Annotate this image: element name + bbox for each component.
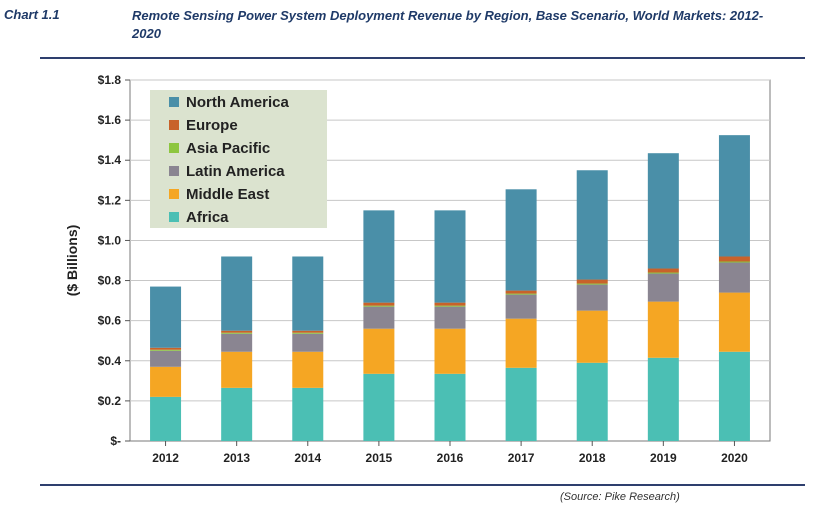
legend-swatch-middle-east bbox=[169, 189, 179, 199]
bar-north-america-2020 bbox=[718, 135, 750, 257]
bar-europe-2020 bbox=[718, 256, 750, 262]
bar-europe-2016 bbox=[434, 302, 466, 306]
y-tick-label: $1.8 bbox=[98, 73, 122, 87]
x-tick-label: 2015 bbox=[366, 451, 393, 465]
bar-europe-2019 bbox=[647, 268, 679, 273]
legend-label-asia-pacific: Asia Pacific bbox=[186, 140, 270, 157]
y-tick-label: $1.2 bbox=[98, 193, 122, 207]
bar-africa-2019 bbox=[647, 357, 679, 441]
y-tick-label: $0.8 bbox=[98, 274, 122, 288]
bar-middle-east-2015 bbox=[363, 328, 395, 374]
legend-label-middle-east: Middle East bbox=[186, 186, 269, 203]
bar-north-america-2017 bbox=[505, 189, 537, 291]
bar-africa-2016 bbox=[434, 373, 466, 441]
bar-north-america-2016 bbox=[434, 210, 466, 303]
y-tick-label: $- bbox=[110, 434, 121, 448]
legend-label-europe: Europe bbox=[186, 117, 238, 134]
x-tick-label: 2013 bbox=[223, 451, 250, 465]
legend-swatch-asia-pacific bbox=[169, 143, 179, 153]
legend-swatch-north-america bbox=[169, 97, 179, 107]
bar-north-america-2014 bbox=[292, 256, 324, 331]
bar-europe-2018 bbox=[576, 279, 608, 284]
bar-middle-east-2017 bbox=[505, 318, 537, 368]
bar-middle-east-2016 bbox=[434, 328, 466, 374]
bar-latin-america-2020 bbox=[718, 262, 750, 293]
bar-latin-america-2016 bbox=[434, 306, 466, 329]
bar-europe-2017 bbox=[505, 290, 537, 294]
legend-swatch-latin-america bbox=[169, 166, 179, 176]
x-tick-label: 2012 bbox=[152, 451, 179, 465]
chart-header: Chart 1.1 Remote Sensing Power System De… bbox=[0, 0, 825, 58]
y-tick-label: $0.4 bbox=[98, 354, 122, 368]
bar-europe-2013 bbox=[221, 330, 253, 333]
bar-asia-pacific-2016 bbox=[434, 305, 466, 307]
bar-asia-pacific-2012 bbox=[150, 349, 182, 351]
bar-north-america-2013 bbox=[221, 256, 253, 331]
bar-north-america-2019 bbox=[647, 153, 679, 269]
bar-africa-2018 bbox=[576, 362, 608, 441]
bar-asia-pacific-2017 bbox=[505, 293, 537, 295]
y-tick-label: $1.6 bbox=[98, 113, 122, 127]
bar-middle-east-2018 bbox=[576, 310, 608, 363]
bar-latin-america-2018 bbox=[576, 284, 608, 311]
x-tick-label: 2018 bbox=[579, 451, 606, 465]
chart-number: Chart 1.1 bbox=[4, 7, 60, 22]
source-note: (Source: Pike Research) bbox=[560, 491, 680, 503]
bar-latin-america-2012 bbox=[150, 350, 182, 367]
bar-africa-2017 bbox=[505, 367, 537, 441]
y-tick-label: $0.2 bbox=[98, 394, 122, 408]
bar-middle-east-2020 bbox=[718, 292, 750, 352]
legend-label-africa: Africa bbox=[186, 209, 229, 226]
legend-swatch-europe bbox=[169, 120, 179, 130]
legend-box bbox=[150, 90, 327, 228]
chart-title: Remote Sensing Power System Deployment R… bbox=[132, 8, 764, 41]
bar-europe-2014 bbox=[292, 330, 324, 333]
bar-africa-2012 bbox=[150, 396, 182, 441]
bar-europe-2015 bbox=[363, 302, 395, 306]
bar-asia-pacific-2019 bbox=[647, 272, 679, 274]
x-tick-label: 2019 bbox=[650, 451, 677, 465]
y-tick-label: $1.4 bbox=[98, 153, 122, 167]
legend-label-latin-america: Latin America bbox=[186, 163, 285, 180]
bar-europe-2012 bbox=[150, 347, 182, 350]
bar-asia-pacific-2014 bbox=[292, 332, 324, 334]
y-axis-title: ($ Billions) bbox=[64, 225, 80, 297]
bar-asia-pacific-2013 bbox=[221, 332, 253, 334]
bar-latin-america-2014 bbox=[292, 333, 324, 352]
bottom-rule bbox=[40, 484, 805, 486]
bar-latin-america-2015 bbox=[363, 306, 395, 329]
x-tick-label: 2016 bbox=[437, 451, 464, 465]
bar-north-america-2012 bbox=[150, 286, 182, 348]
bar-africa-2014 bbox=[292, 387, 324, 441]
x-tick-label: 2020 bbox=[721, 451, 748, 465]
bar-middle-east-2012 bbox=[150, 366, 182, 397]
bar-middle-east-2014 bbox=[292, 351, 324, 388]
bar-africa-2015 bbox=[363, 373, 395, 441]
bar-asia-pacific-2020 bbox=[718, 261, 750, 263]
bar-africa-2020 bbox=[718, 351, 750, 441]
top-rule bbox=[40, 57, 805, 59]
bar-middle-east-2019 bbox=[647, 301, 679, 358]
bar-latin-america-2013 bbox=[221, 333, 253, 352]
bar-north-america-2018 bbox=[576, 170, 608, 280]
bar-latin-america-2017 bbox=[505, 294, 537, 319]
bar-asia-pacific-2018 bbox=[576, 283, 608, 285]
x-tick-label: 2017 bbox=[508, 451, 535, 465]
bar-africa-2013 bbox=[221, 387, 253, 441]
legend-swatch-africa bbox=[169, 212, 179, 222]
y-tick-label: $0.6 bbox=[98, 314, 122, 328]
bar-north-america-2015 bbox=[363, 210, 395, 303]
bar-middle-east-2013 bbox=[221, 351, 253, 388]
bar-latin-america-2019 bbox=[647, 273, 679, 302]
bar-asia-pacific-2015 bbox=[363, 305, 395, 307]
legend-label-north-america: North America bbox=[186, 94, 289, 111]
y-tick-label: $1.0 bbox=[98, 233, 122, 247]
x-tick-label: 2014 bbox=[294, 451, 321, 465]
